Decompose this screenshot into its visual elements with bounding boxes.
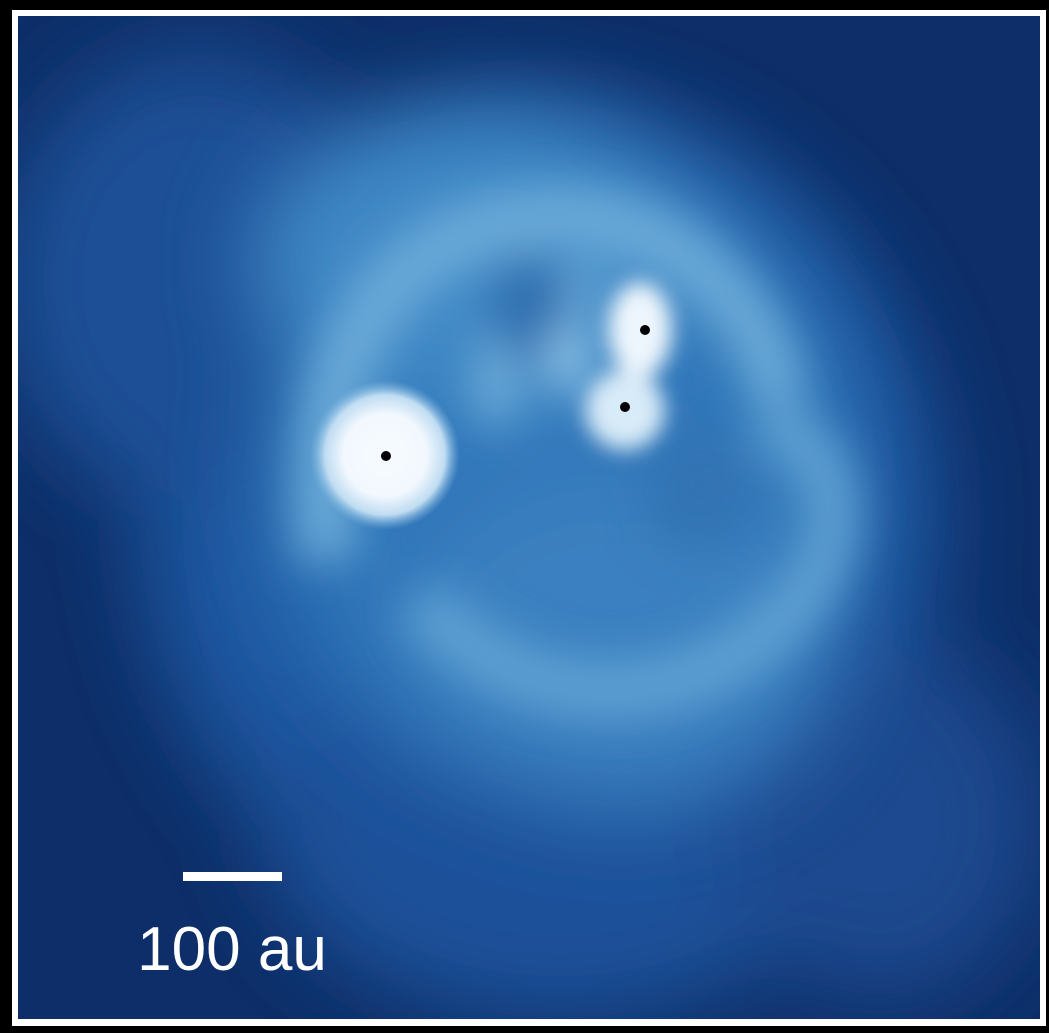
page: 100 au (() => { const data = JSON.parse(… <box>0 0 1049 1033</box>
source-marker <box>381 451 391 461</box>
source-marker <box>640 325 650 335</box>
scale-bar <box>183 872 282 881</box>
emission-map: 100 au <box>0 16 1040 1020</box>
scale-bar-label: 100 au <box>137 915 327 984</box>
image-frame: 100 au <box>0 0 1049 1033</box>
source-marker <box>620 402 630 412</box>
